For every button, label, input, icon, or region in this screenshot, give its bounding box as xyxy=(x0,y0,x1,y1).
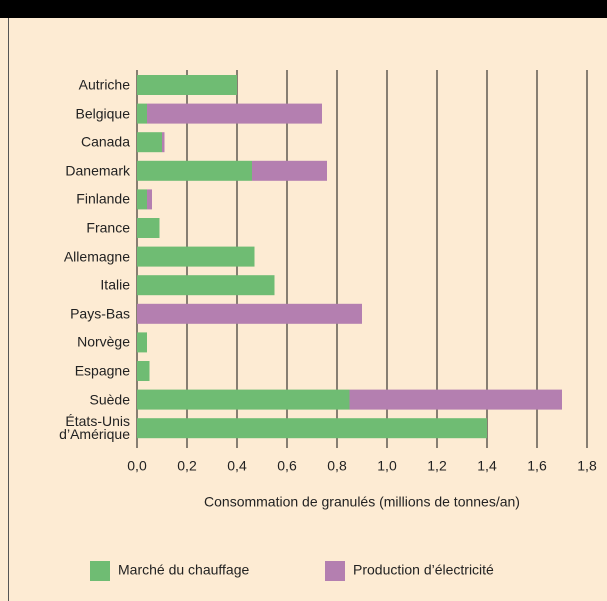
bar-segment xyxy=(137,218,160,238)
bar-segment xyxy=(137,75,237,95)
x-tick-label: 1,8 xyxy=(577,458,597,474)
bar-segment xyxy=(137,332,147,353)
bar-segment xyxy=(137,303,362,324)
y-tick-label: Norvège xyxy=(77,333,130,350)
bar-segment xyxy=(147,189,152,210)
x-tick-label: 1,2 xyxy=(427,458,447,474)
y-tick-label: Belgique xyxy=(75,105,131,122)
y-tick-label: Canada xyxy=(80,133,130,150)
y-tick-label: Autriche xyxy=(78,76,130,93)
y-tick-label: Pays-Bas xyxy=(70,305,130,322)
legend-label: Marché du chauffage xyxy=(118,562,249,578)
x-tick-label: 1,4 xyxy=(477,458,497,474)
x-tick-label: 1,6 xyxy=(527,458,547,474)
y-tick-label: États-Unis d’Amérique xyxy=(59,413,130,443)
x-tick-label: 0,4 xyxy=(227,458,247,474)
x-tick-label: 0,0 xyxy=(127,458,147,474)
y-tick-label: Danemark xyxy=(65,162,130,179)
x-tick-label: 1,0 xyxy=(377,458,397,474)
bar-segment xyxy=(137,160,252,181)
bar-segment xyxy=(137,132,162,153)
bar-segment xyxy=(147,103,322,124)
y-tick-label: Italie xyxy=(100,276,130,293)
y-tick-label: France xyxy=(86,219,130,236)
x-tick-label: 0,6 xyxy=(277,458,297,474)
y-tick-label: Espagne xyxy=(74,362,130,379)
legend-label: Production d’électricité xyxy=(353,562,494,578)
y-tick-label: Suède xyxy=(89,391,130,408)
bar-segment xyxy=(349,389,562,410)
bar-segment xyxy=(162,132,165,153)
bar-segment xyxy=(137,103,147,124)
legend-swatch xyxy=(325,561,345,581)
y-tick-label: Allemagne xyxy=(63,248,130,265)
y-tick-label: Finlande xyxy=(76,190,130,207)
bar-segment xyxy=(137,189,147,210)
legend-swatch xyxy=(90,561,110,581)
bar-segment xyxy=(252,160,327,181)
x-tick-label: 0,2 xyxy=(177,458,197,474)
bar-segment xyxy=(137,418,487,439)
bar-segment xyxy=(137,275,275,296)
x-axis-title: Consommation de granulés (millions de to… xyxy=(204,494,520,510)
header-bar xyxy=(0,0,607,18)
x-tick-label: 0,8 xyxy=(327,458,347,474)
bar-segment xyxy=(137,361,150,381)
bar-segment xyxy=(137,389,350,410)
bar-segment xyxy=(137,246,255,267)
